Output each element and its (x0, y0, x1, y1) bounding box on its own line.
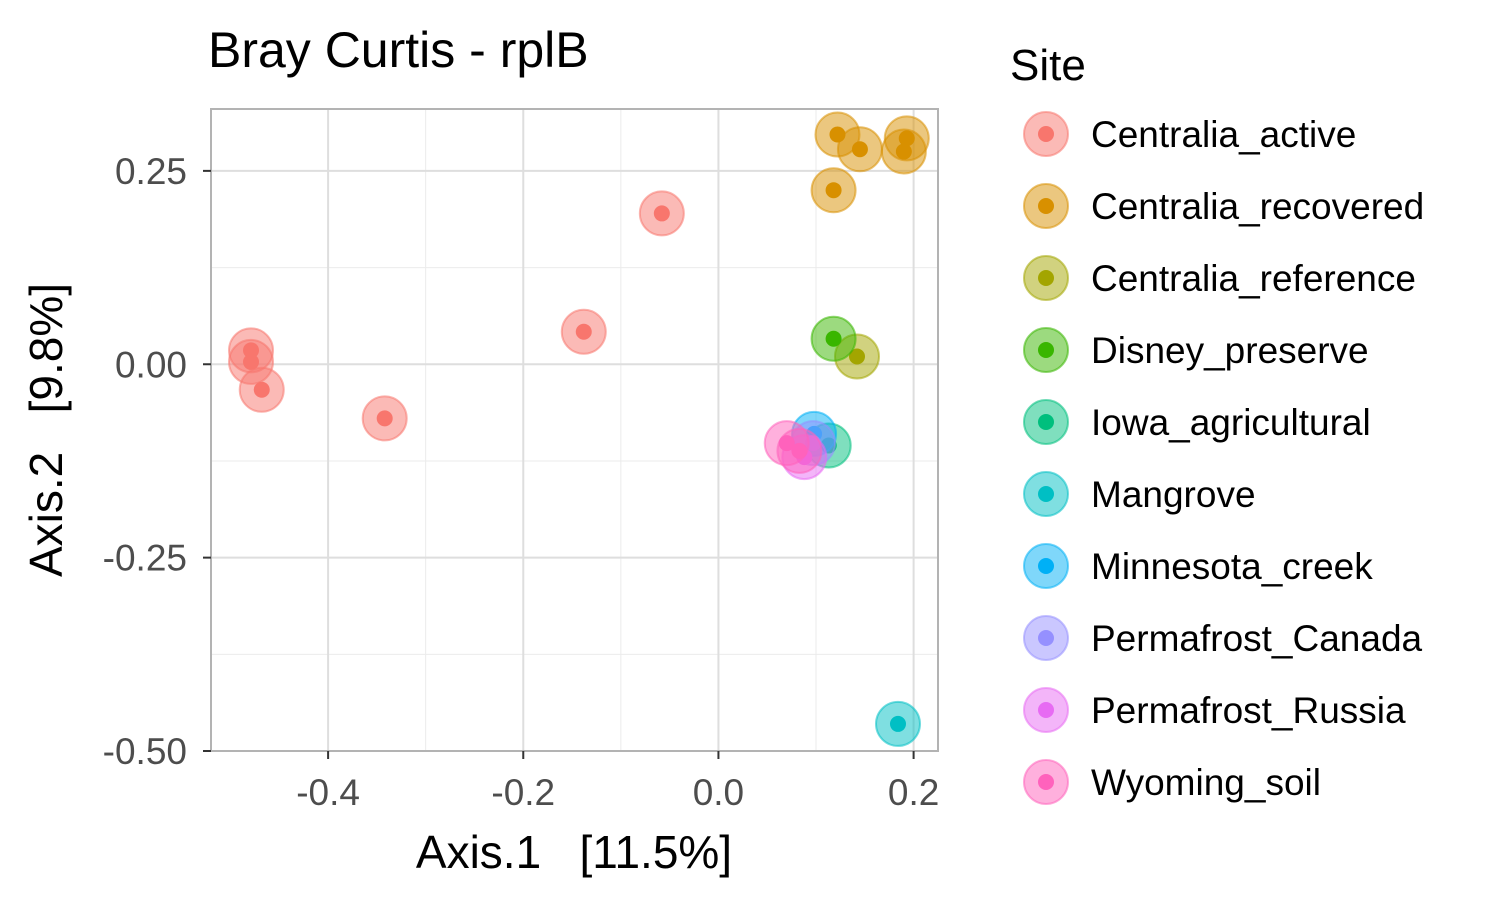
legend-key-dot (1038, 270, 1054, 286)
y-axis-label: Axis.2 [9.8%] (20, 283, 72, 577)
y-tick-label: 0.00 (115, 344, 187, 385)
legend-item: Mangrove (1023, 471, 1256, 517)
x-tick-label: -0.2 (491, 772, 555, 813)
legend-item: Disney_preserve (1023, 327, 1369, 373)
legend-label: Mangrove (1091, 474, 1256, 515)
data-point (851, 141, 868, 158)
legend-title: Site (1010, 41, 1086, 90)
legend-label: Disney_preserve (1091, 330, 1369, 371)
legend-key-dot (1038, 486, 1054, 502)
x-axis-label: Axis.1 [11.5%] (416, 826, 732, 878)
data-point (376, 410, 393, 427)
legend-label: Permafrost_Canada (1091, 618, 1423, 659)
x-axis-ticks: -0.4 -0.2 0.0 0.2 (296, 751, 939, 813)
legend-key-dot (1038, 414, 1054, 430)
x-tick-label: -0.4 (296, 772, 360, 813)
legend-label: Centralia_recovered (1091, 186, 1424, 227)
series-wyoming-soil (763, 420, 823, 474)
legend-item: Wyoming_soil (1023, 759, 1321, 805)
data-point (243, 353, 260, 370)
data-points (228, 111, 930, 747)
y-tick-label: -0.50 (103, 731, 187, 772)
y-tick-label: 0.25 (115, 151, 187, 192)
data-point (253, 381, 270, 398)
legend-item: Minnesota_creek (1023, 543, 1373, 589)
legend-key-dot (1038, 774, 1054, 790)
legend-item: Centralia_active (1023, 111, 1356, 157)
legend-item: Permafrost_Canada (1023, 615, 1423, 661)
legend-label: Centralia_active (1091, 114, 1356, 155)
legend-key-dot (1038, 342, 1054, 358)
legend-label: Iowa_agricultural (1091, 402, 1371, 443)
legend-item: Centralia_recovered (1023, 183, 1424, 229)
legend-label: Wyoming_soil (1091, 762, 1321, 803)
data-point (653, 205, 670, 222)
data-point (791, 442, 808, 459)
series-mangrove (874, 700, 921, 747)
legend: Centralia_active Centralia_recovered Centr… (1023, 111, 1424, 805)
data-point (849, 348, 866, 365)
legend-key-dot (1038, 630, 1054, 646)
data-point (889, 715, 906, 732)
legend-key-dot (1038, 198, 1054, 214)
data-point (575, 323, 592, 340)
legend-item: Iowa_agricultural (1023, 399, 1371, 445)
legend-label: Permafrost_Russia (1091, 690, 1406, 731)
series-centralia-active (228, 190, 685, 442)
legend-key-dot (1038, 126, 1054, 142)
x-tick-label: 0.2 (888, 772, 939, 813)
legend-item: Permafrost_Russia (1023, 687, 1406, 733)
y-axis-ticks: -0.50 -0.25 0.00 0.25 (103, 151, 211, 772)
legend-item: Centralia_reference (1023, 255, 1416, 301)
legend-key-dot (1038, 558, 1054, 574)
legend-label: Minnesota_creek (1091, 546, 1373, 587)
chart-title: Bray Curtis - rplB (208, 22, 589, 78)
legend-label: Centralia_reference (1091, 258, 1416, 299)
series-centralia-recovered (810, 111, 930, 214)
plot-panel-border (210, 108, 939, 752)
data-point (898, 130, 915, 147)
legend-key-dot (1038, 702, 1054, 718)
data-point (825, 182, 842, 199)
series-disney-preserve (810, 315, 857, 362)
y-tick-label: -0.25 (103, 538, 187, 579)
x-tick-label: 0.0 (693, 772, 744, 813)
data-point (825, 330, 842, 347)
